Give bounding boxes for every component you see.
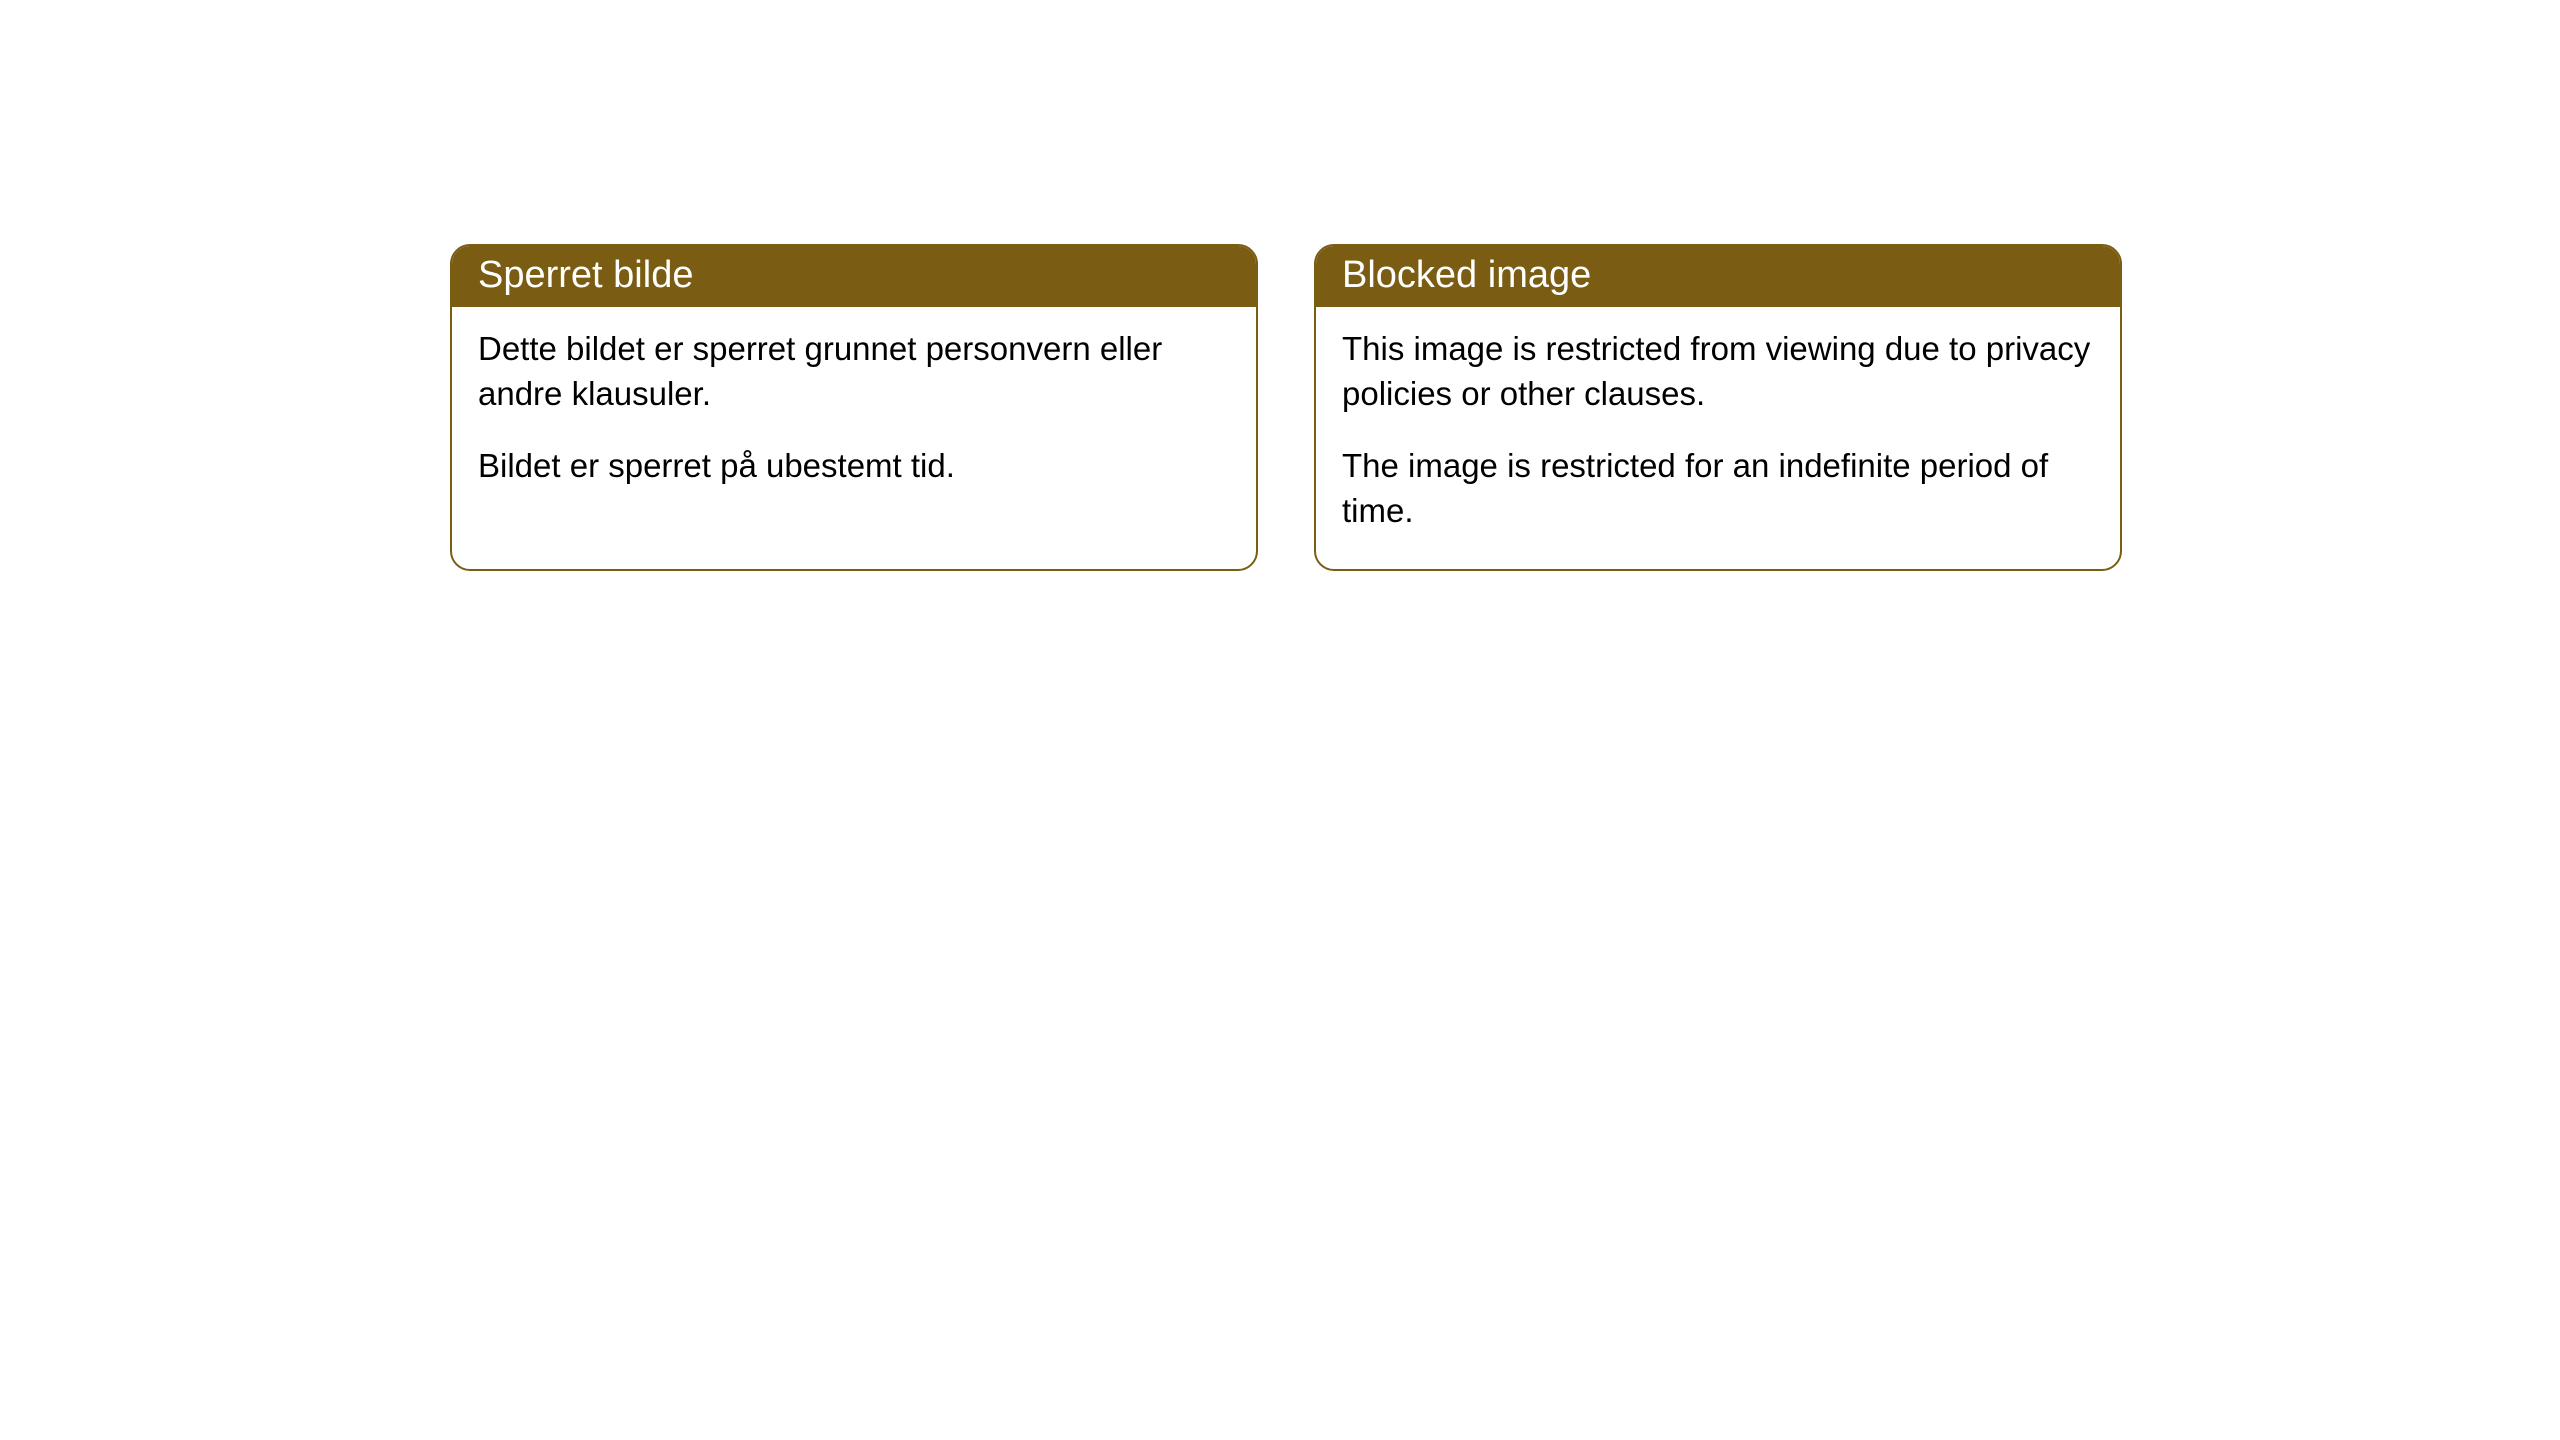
blocked-image-card-english: Blocked image This image is restricted f… — [1314, 244, 2122, 571]
card-header-english: Blocked image — [1316, 246, 2120, 307]
message-cards-container: Sperret bilde Dette bildet er sperret gr… — [450, 244, 2122, 571]
card-body-norwegian: Dette bildet er sperret grunnet personve… — [452, 307, 1256, 527]
card-paragraph: Bildet er sperret på ubestemt tid. — [478, 444, 1230, 489]
blocked-image-card-norwegian: Sperret bilde Dette bildet er sperret gr… — [450, 244, 1258, 571]
card-body-english: This image is restricted from viewing du… — [1316, 307, 2120, 569]
card-header-norwegian: Sperret bilde — [452, 246, 1256, 307]
card-paragraph: This image is restricted from viewing du… — [1342, 327, 2094, 416]
card-paragraph: Dette bildet er sperret grunnet personve… — [478, 327, 1230, 416]
card-paragraph: The image is restricted for an indefinit… — [1342, 444, 2094, 533]
